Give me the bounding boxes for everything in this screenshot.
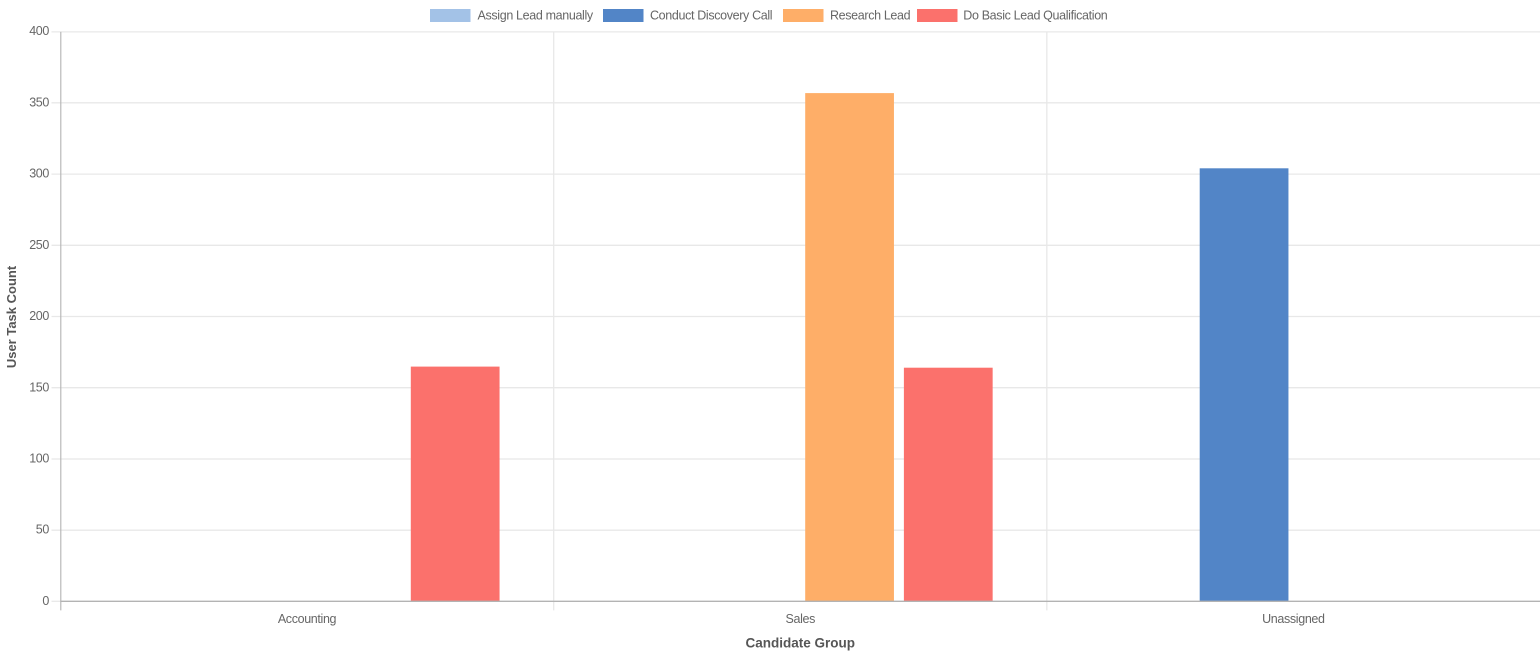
svg-text:Accounting: Accounting	[278, 612, 337, 626]
svg-text:Research Lead: Research Lead	[830, 9, 911, 23]
svg-text:Sales: Sales	[786, 612, 816, 626]
svg-text:100: 100	[29, 452, 49, 466]
svg-text:350: 350	[29, 95, 49, 109]
svg-text:Unassigned: Unassigned	[1262, 612, 1325, 626]
svg-text:Conduct Discovery Call: Conduct Discovery Call	[650, 9, 772, 23]
svg-text:Assign Lead manually: Assign Lead manually	[478, 9, 594, 23]
svg-text:0: 0	[42, 594, 49, 608]
svg-text:User Task Count: User Task Count	[4, 265, 19, 368]
svg-text:Do Basic Lead Qualification: Do Basic Lead Qualification	[963, 9, 1108, 23]
svg-text:250: 250	[29, 238, 49, 252]
svg-text:50: 50	[36, 523, 50, 537]
svg-text:Candidate Group: Candidate Group	[746, 635, 856, 650]
svg-text:150: 150	[29, 380, 49, 394]
svg-text:300: 300	[29, 167, 49, 181]
svg-text:400: 400	[29, 24, 49, 38]
svg-text:200: 200	[29, 309, 49, 323]
